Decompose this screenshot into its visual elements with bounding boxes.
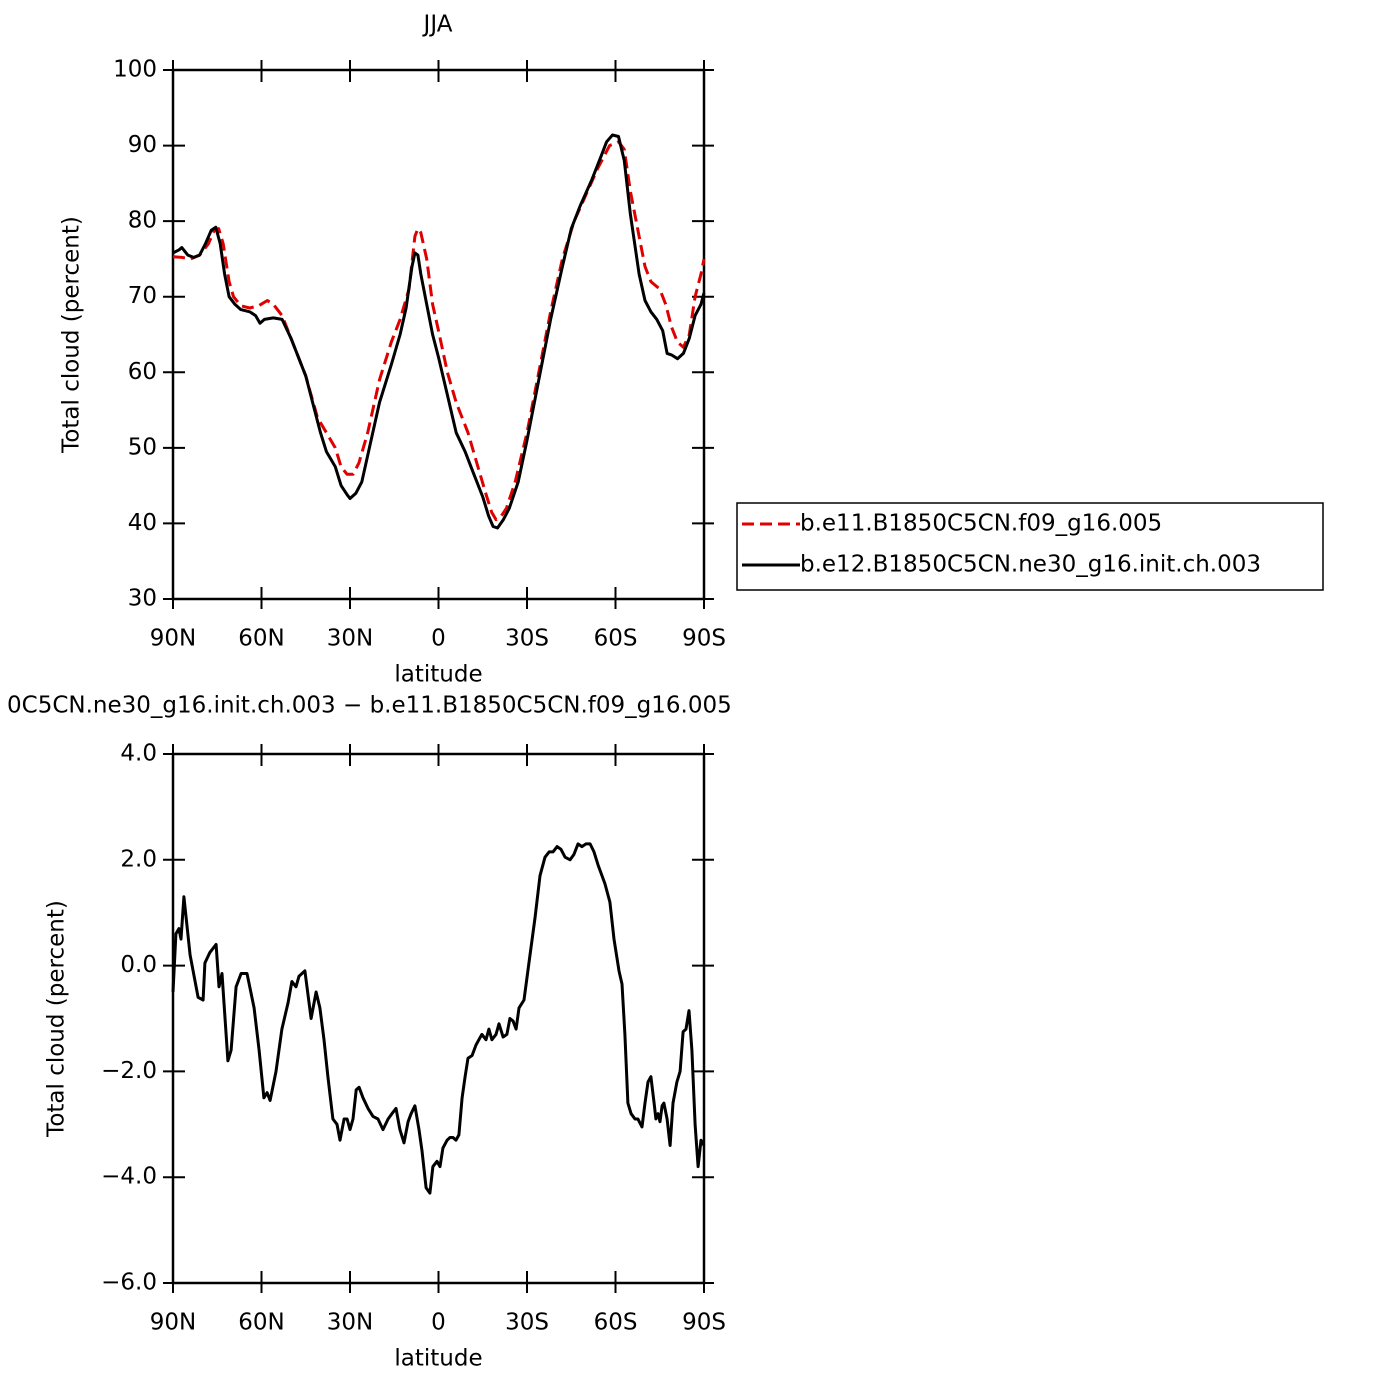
x-tick-label: 30N (327, 626, 373, 652)
x-tick-label: 0 (431, 626, 446, 652)
y-tick-label: 80 (128, 208, 157, 234)
y-tick-label: 2.0 (120, 846, 157, 872)
x-tick-label: 30N (327, 1310, 373, 1336)
data-line (172, 140, 706, 522)
x-tick-label: 90N (150, 1310, 196, 1336)
x-tick-label: 0 (431, 1310, 446, 1336)
x-tick-label: 60S (594, 626, 638, 652)
y-tick-label: 50 (128, 434, 157, 460)
x-tick-label: 90S (682, 1310, 726, 1336)
x-tick-label: 60N (238, 626, 284, 652)
y-tick-label: 70 (128, 283, 157, 309)
legend-label: b.e11.B1850C5CN.f09_g16.005 (800, 511, 1162, 537)
data-line (172, 133, 706, 530)
chart-title: 0C5CN.ne30_g16.init.ch.003 − b.e11.B1850… (7, 693, 732, 719)
y-axis-label: Total cloud (percent) (59, 216, 85, 454)
data-line (171, 842, 706, 1195)
x-axis-label: latitude (394, 1346, 482, 1372)
x-tick-label: 90S (682, 626, 726, 652)
x-tick-label: 30S (505, 1310, 549, 1336)
y-tick-label: 60 (128, 359, 157, 385)
x-tick-label: 60N (238, 1310, 284, 1336)
y-tick-label: −4.0 (101, 1164, 157, 1190)
y-tick-label: 30 (128, 586, 157, 612)
x-tick-label: 60S (594, 1310, 638, 1336)
legend-box (736, 502, 1324, 591)
legend-label: b.e12.B1850C5CN.ne30_g16.init.ch.003 (800, 552, 1261, 578)
y-axis-label: Total cloud (percent) (44, 900, 70, 1138)
y-tick-label: −6.0 (101, 1270, 157, 1296)
y-tick-label: 100 (113, 57, 157, 83)
x-tick-label: 90N (150, 626, 196, 652)
x-axis-label: latitude (394, 662, 482, 688)
x-tick-label: 30S (505, 626, 549, 652)
y-tick-label: 90 (128, 132, 157, 158)
y-tick-label: −2.0 (101, 1058, 157, 1084)
y-tick-label: 40 (128, 510, 157, 536)
chart-title: JJA (422, 12, 453, 38)
y-tick-label: 0.0 (120, 952, 157, 978)
y-tick-label: 4.0 (120, 741, 157, 767)
